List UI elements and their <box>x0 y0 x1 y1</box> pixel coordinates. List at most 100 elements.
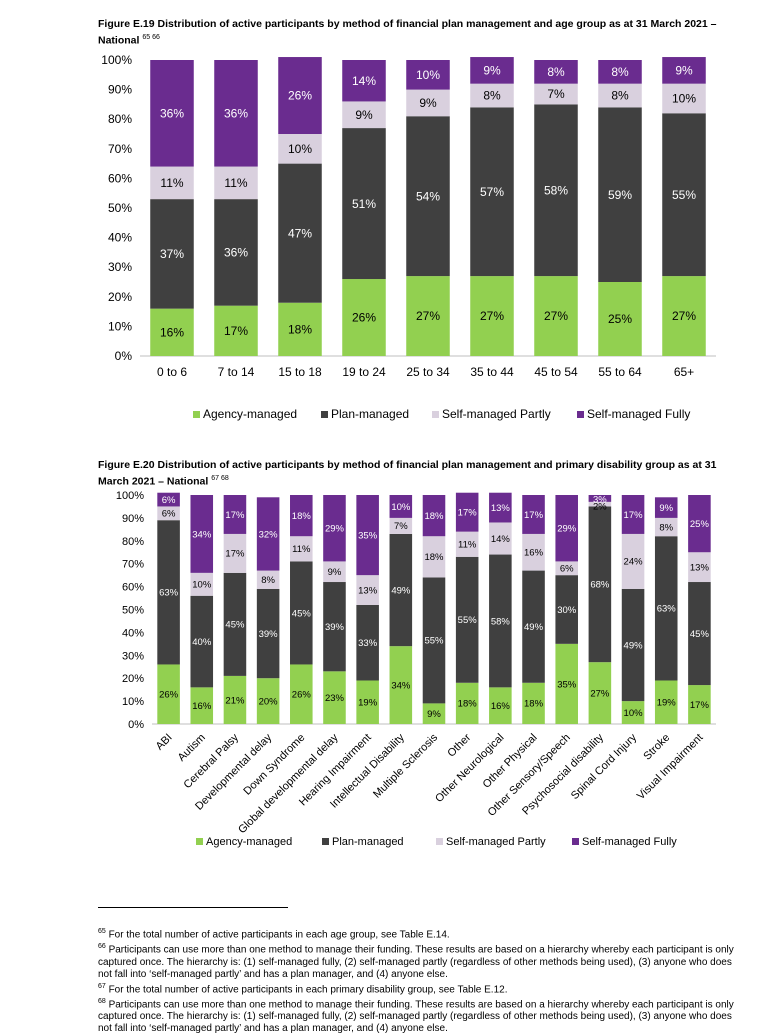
data-label-plan: 55% <box>458 615 478 626</box>
bar-segment-agency <box>290 664 313 724</box>
x-tick-label: 15 to 18 <box>278 365 322 379</box>
data-label-fully: 36% <box>160 106 184 120</box>
data-label-agency: 27% <box>544 309 568 323</box>
bar-segment-partly <box>150 166 194 200</box>
bar-segment-partly <box>598 83 642 108</box>
bar-segment-plan <box>422 577 446 704</box>
bar-segment-partly <box>470 83 514 108</box>
x-tick-label: 35 to 44 <box>470 365 514 379</box>
data-label-agency: 9% <box>427 709 441 720</box>
bar-segment-fully <box>389 495 413 518</box>
data-label-fully: 34% <box>192 529 212 540</box>
legend-label-fully: Self-managed Fully <box>587 407 690 421</box>
bar-segment-partly <box>342 101 386 129</box>
bar-segment-fully <box>534 60 578 84</box>
legend-label-agency: Agency-managed <box>203 407 297 421</box>
data-label-fully: 6% <box>162 495 176 506</box>
bar-segment-partly <box>422 536 446 578</box>
x-tick-label: Other <box>445 731 473 759</box>
bar-segment-plan <box>406 116 450 277</box>
y-tick-label: 70% <box>122 559 144 571</box>
y-tick-label: 30% <box>122 650 144 662</box>
y-tick-label: 80% <box>108 112 132 126</box>
data-label-partly: 7% <box>547 87 565 101</box>
bar-segment-plan <box>389 533 413 647</box>
data-label-fully: 8% <box>547 65 565 79</box>
y-tick-label: 90% <box>108 83 132 97</box>
bar-segment-agency <box>190 687 214 724</box>
bar-segment-agency <box>455 682 479 724</box>
data-label-plan: 49% <box>524 622 544 633</box>
y-tick-label: 10% <box>108 319 132 333</box>
bar-segment-fully <box>455 492 479 532</box>
data-label-plan: 51% <box>352 197 376 211</box>
legend-swatch-plan <box>321 411 328 418</box>
data-label-agency: 19% <box>657 698 677 709</box>
bar-segment-plan <box>598 107 642 282</box>
data-label-partly: 11% <box>458 540 477 551</box>
legend-label-plan: Plan-managed <box>332 836 404 848</box>
bar-segment-plan <box>489 554 512 688</box>
data-label-agency: 27% <box>590 688 610 699</box>
bar-segment-plan <box>223 572 247 676</box>
x-tick-label: 19 to 24 <box>342 365 386 379</box>
bar-segment-plan <box>342 128 386 280</box>
y-tick-label: 10% <box>122 696 144 708</box>
data-label-plan: 39% <box>259 629 279 640</box>
data-label-fully: 14% <box>352 74 376 88</box>
bar-segment-partly <box>406 89 450 117</box>
bar-segment-agency <box>256 678 280 724</box>
bar-segment-plan <box>256 588 280 679</box>
data-label-agency: 18% <box>524 699 544 710</box>
data-label-agency: 23% <box>325 693 345 704</box>
bar-segment-plan <box>157 520 180 665</box>
data-label-fully: 17% <box>624 510 644 521</box>
legend-label-partly: Self-managed Partly <box>446 836 546 848</box>
data-label-fully: 3% <box>593 495 607 506</box>
bar-segment-fully <box>214 60 258 167</box>
y-tick-label: 0% <box>115 349 133 363</box>
bar-segment-fully <box>190 495 214 573</box>
data-label-plan: 55% <box>424 636 444 647</box>
bar-segment-plan <box>621 588 645 702</box>
footnote-67: 67 For the total number of active partic… <box>98 982 508 995</box>
bar-segment-agency <box>223 675 247 724</box>
bar-segment-agency <box>342 279 386 356</box>
y-tick-label: 60% <box>108 171 132 185</box>
bar-segment-agency <box>278 302 322 356</box>
bar-segment-agency <box>489 687 512 724</box>
bar-segment-fully <box>356 495 379 576</box>
bar-segment-plan <box>278 163 322 303</box>
y-tick-label: 50% <box>108 201 132 215</box>
data-label-agency: 27% <box>416 309 440 323</box>
data-label-partly: 10% <box>192 580 212 591</box>
data-label-agency: 26% <box>292 690 312 701</box>
bar-segment-agency <box>688 685 711 724</box>
x-tick-label: 55 to 64 <box>598 365 642 379</box>
data-label-partly: 13% <box>690 562 710 573</box>
bar-segment-agency <box>150 308 194 356</box>
bar-segment-plan <box>323 582 346 672</box>
bar-segment-fully <box>555 495 578 562</box>
bar-segment-fully <box>223 495 247 534</box>
bar-segment-partly <box>688 552 711 583</box>
y-tick-label: 80% <box>122 536 144 548</box>
data-label-partly: 9% <box>355 108 373 122</box>
data-label-agency: 16% <box>491 701 511 712</box>
y-tick-label: 20% <box>108 290 132 304</box>
data-label-agency: 25% <box>608 312 632 326</box>
data-label-agency: 35% <box>557 679 577 690</box>
data-label-partly: 2% <box>593 501 607 512</box>
y-tick-label: 40% <box>122 627 144 639</box>
data-label-partly: 6% <box>560 564 574 575</box>
legend-swatch-partly <box>432 411 439 418</box>
y-tick-label: 70% <box>108 142 132 156</box>
bar-segment-fully <box>323 495 346 562</box>
bar-segment-partly <box>654 517 678 537</box>
bar-segment-agency <box>522 682 545 724</box>
bar-segment-partly <box>588 501 612 507</box>
bar-segment-partly <box>290 536 313 562</box>
bar-segment-partly <box>214 166 258 200</box>
data-label-plan: 36% <box>224 246 248 260</box>
data-label-fully: 10% <box>391 502 411 513</box>
